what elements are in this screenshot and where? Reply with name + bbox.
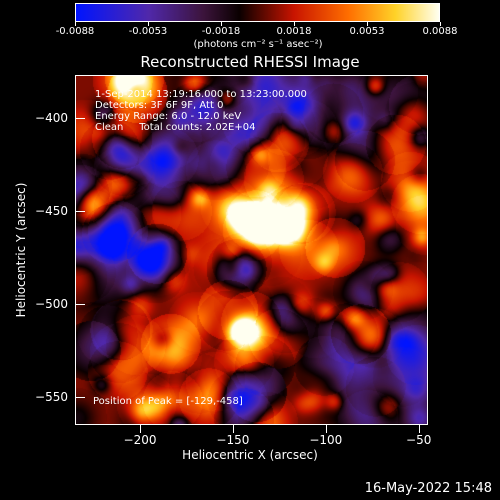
x-tick: [418, 425, 420, 433]
x-tick-label: −200: [123, 433, 157, 447]
y-axis-title: Heliocentric Y (arcsec): [14, 182, 28, 318]
plot-title: Reconstructed RHESSI Image: [140, 53, 360, 71]
colorbar-tick-label: 0.0053: [349, 26, 385, 37]
y-tick-label: −400: [35, 110, 68, 125]
y-tick-label: −500: [35, 296, 68, 311]
colorbar-tick-label: -0.0053: [128, 26, 168, 37]
y-tick: [75, 210, 85, 212]
timestamp: 16-May-2022 15:48: [364, 481, 492, 496]
x-tick-label: −150: [216, 433, 250, 447]
colorbar-unit-label: (photons cm⁻² s⁻¹ asec⁻²): [193, 39, 323, 50]
heatmap-image: [75, 75, 428, 425]
colorbar-tick: [367, 22, 368, 26]
x-tick: [140, 425, 142, 433]
colorbar-tick-label: -0.0088: [55, 26, 95, 37]
x-tick: [232, 425, 234, 433]
y-tick-label: −450: [35, 203, 68, 218]
colorbar-tick: [148, 22, 149, 26]
annotation-peak: Position of Peak = [-129,-458]: [93, 396, 243, 407]
colorbar-tick-label: 0.0018: [276, 26, 312, 37]
plot-area: 1-Sep-2014 13:19:16.000 to 13:23:00.000 …: [75, 75, 428, 425]
colorbar-tick-label: 0.0088: [422, 26, 458, 37]
x-tick-label: −100: [309, 433, 343, 447]
colorbar-tick: [440, 22, 441, 26]
x-tick: [325, 425, 327, 433]
y-tick: [75, 117, 85, 119]
y-tick-label: −550: [35, 390, 68, 405]
annotation-detectors: Detectors: 3F 6F 9F, Att 0: [95, 100, 224, 111]
x-tick-label: −50: [406, 433, 432, 447]
colorbar-tick-label: -0.0018: [201, 26, 241, 37]
annotation-time: 1-Sep-2014 13:19:16.000 to 13:23:00.000: [95, 89, 307, 100]
colorbar: [75, 3, 440, 22]
y-tick: [75, 303, 85, 305]
annotation-clean: Clean Total counts: 2.02E+04: [95, 122, 256, 133]
colorbar-tick: [221, 22, 222, 26]
x-axis-title: Heliocentric X (arcsec): [182, 448, 318, 462]
colorbar-tick: [75, 22, 76, 26]
colorbar-tick: [294, 22, 295, 26]
y-tick: [75, 397, 85, 399]
annotation-energy: Energy Range: 6.0 - 12.0 keV: [95, 111, 242, 122]
